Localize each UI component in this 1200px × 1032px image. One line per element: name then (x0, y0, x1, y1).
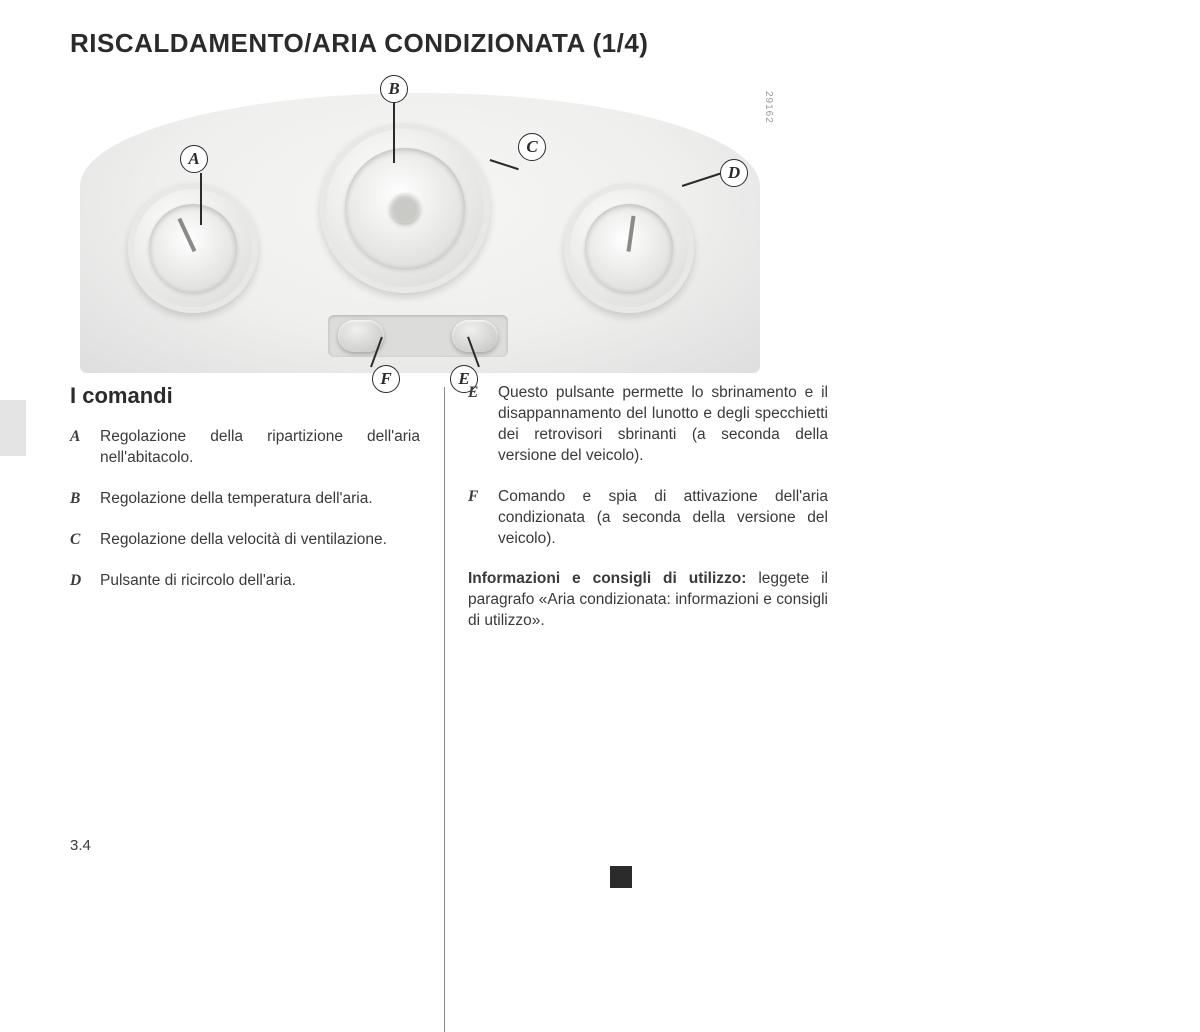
right-column: E Questo pulsante permette lo sbrinament… (468, 383, 828, 632)
def-b: B Regolazione della temperatura dell'ari… (70, 489, 420, 510)
info-bold: Informazioni e consigli di utilizzo: (468, 570, 746, 587)
control-panel-figure: 29162 B A C D F E (80, 73, 760, 373)
column-divider (444, 387, 445, 1032)
controls-heading: I comandi (70, 383, 420, 409)
image-code: 29162 (763, 91, 774, 124)
def-e-key: E (468, 383, 486, 467)
left-column: I comandi A Regolazione della ripartizio… (70, 383, 420, 632)
def-e-text: Questo pulsante permette lo sbrinamento … (498, 383, 828, 467)
callout-a-line (200, 173, 202, 225)
side-tab (0, 400, 26, 456)
page-number: 3.4 (70, 837, 91, 854)
callout-b: B (380, 75, 408, 103)
dial-fan-speed (564, 183, 694, 313)
text-columns: I comandi A Regolazione della ripartizio… (70, 383, 1130, 632)
dial-air-distribution (128, 183, 258, 313)
def-a-key: A (70, 427, 88, 469)
dial-temperature (320, 123, 490, 293)
def-d: D Pulsante di ricircolo dell'aria. (70, 571, 420, 592)
def-c-key: C (70, 530, 88, 551)
defrost-button (452, 320, 498, 352)
def-f-text: Comando e spia di attivazione dell'aria … (498, 487, 828, 550)
def-a: A Regolazione della ripartizione dell'ar… (70, 427, 420, 469)
def-d-key: D (70, 571, 88, 592)
def-c: C Regolazione della velocità di ventilaz… (70, 530, 420, 551)
info-note: Informazioni e consigli di utilizzo: leg… (468, 569, 828, 632)
def-c-text: Regolazione della velocità di ventilazio… (100, 530, 420, 551)
button-panel (328, 315, 508, 357)
callout-a: A (180, 145, 208, 173)
callout-f: F (372, 365, 400, 393)
page-title: RISCALDAMENTO/ARIA CONDIZIONATA (1/4) (70, 28, 1130, 59)
def-a-text: Regolazione della ripartizione dell'aria… (100, 427, 420, 469)
panel-background (80, 93, 760, 373)
def-f-key: F (468, 487, 486, 550)
def-e: E Questo pulsante permette lo sbrinament… (468, 383, 828, 467)
callout-b-line (393, 103, 395, 163)
def-b-text: Regolazione della temperatura dell'aria. (100, 489, 420, 510)
def-d-text: Pulsante di ricircolo dell'aria. (100, 571, 420, 592)
callout-c: C (518, 133, 546, 161)
callout-d: D (720, 159, 748, 187)
footer-mark (610, 866, 632, 888)
def-b-key: B (70, 489, 88, 510)
def-f: F Comando e spia di attivazione dell'ari… (468, 487, 828, 550)
